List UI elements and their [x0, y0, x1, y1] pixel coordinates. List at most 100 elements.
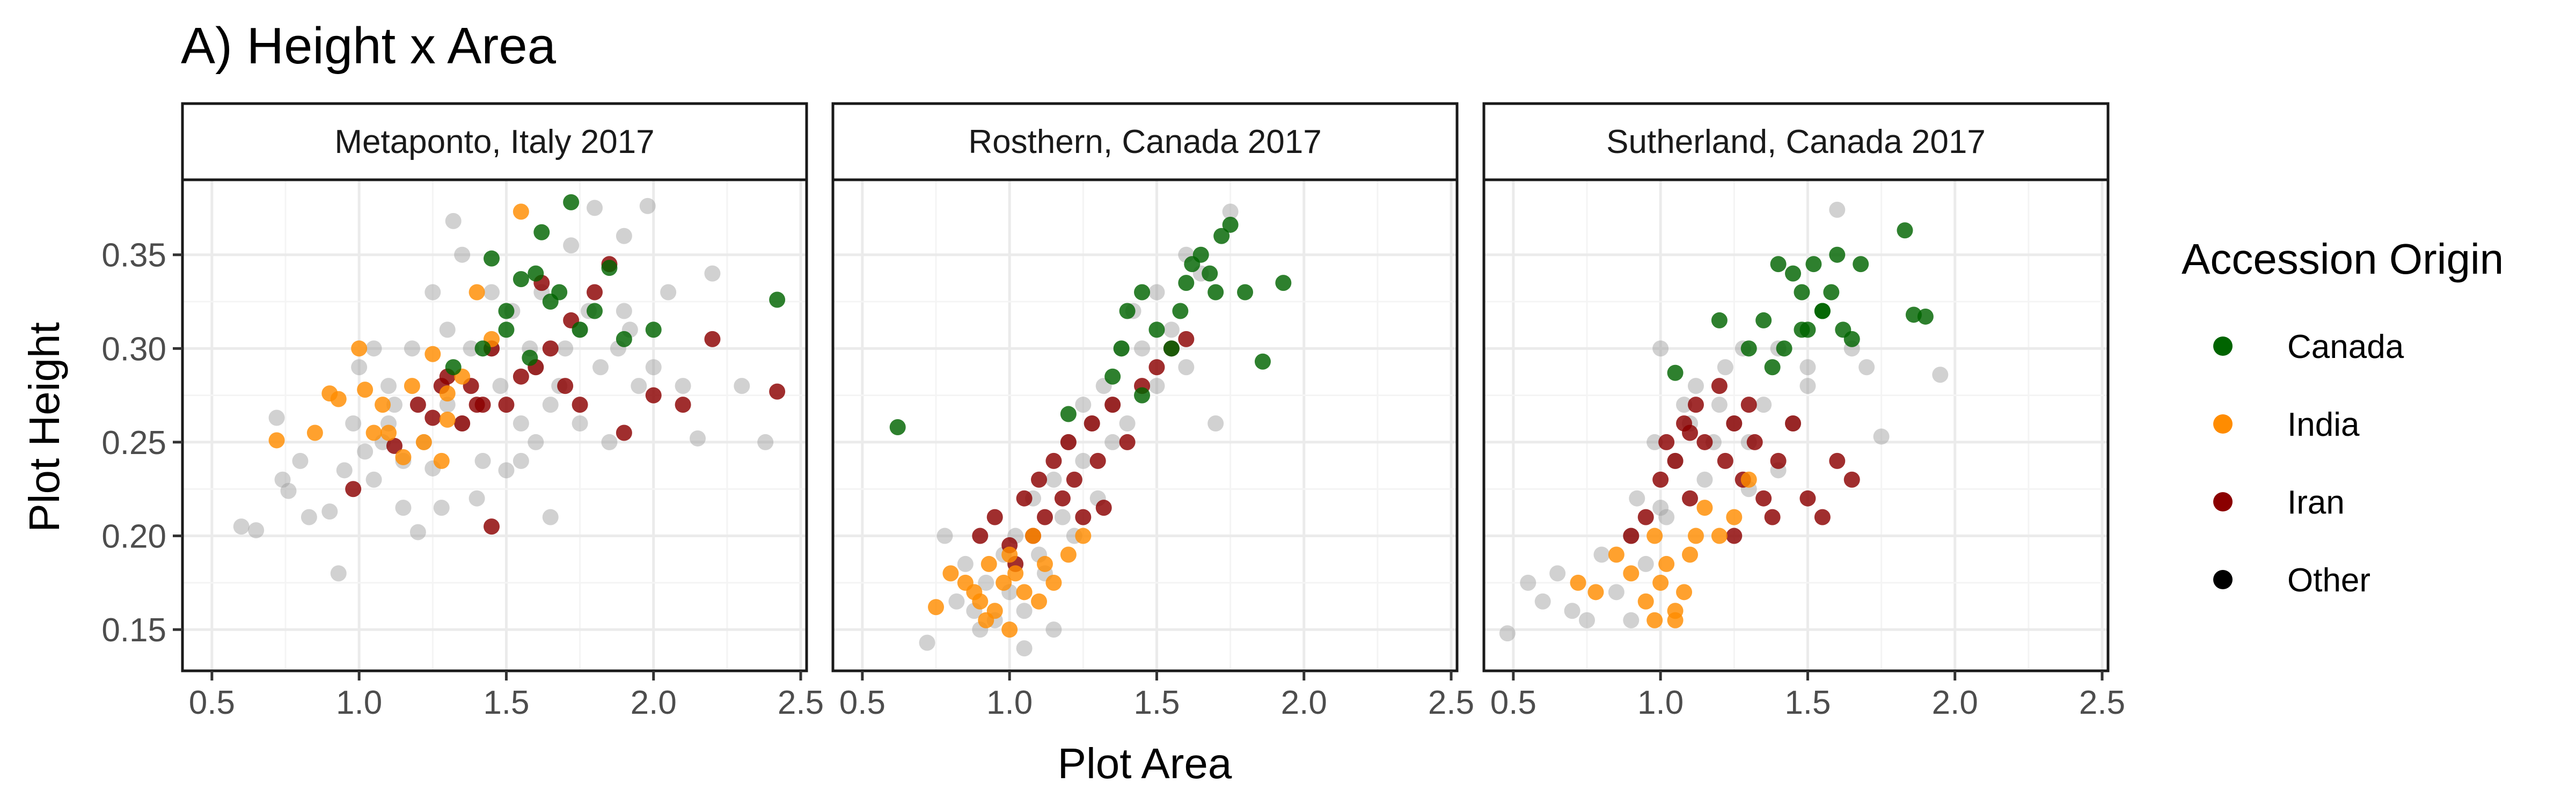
- legend: Accession Origin Canada India Iran Other: [2182, 235, 2504, 599]
- data-point-other: [386, 397, 402, 413]
- data-point-iran: [587, 284, 603, 301]
- data-point-other: [395, 500, 412, 516]
- data-point-other: [757, 434, 774, 450]
- data-point-india: [1016, 584, 1033, 601]
- data-point-iran: [484, 518, 500, 535]
- legend-label-other: Other: [2287, 562, 2370, 599]
- data-point-india: [1682, 546, 1699, 563]
- data-point-other: [1163, 321, 1180, 338]
- data-point-other: [357, 443, 374, 460]
- data-point-india: [1646, 528, 1663, 544]
- data-point-other: [233, 518, 250, 535]
- data-point-other: [601, 434, 618, 450]
- data-point-iran: [1054, 490, 1071, 507]
- data-point-india: [1025, 528, 1042, 544]
- panel-border: [831, 178, 1459, 672]
- data-point-iran: [1104, 397, 1121, 413]
- data-point-other: [1652, 500, 1669, 516]
- data-point-canada: [616, 331, 632, 347]
- data-point-canada: [1776, 340, 1792, 357]
- data-point-india: [330, 391, 347, 407]
- data-point-other: [1499, 625, 1516, 642]
- data-point-other: [513, 452, 529, 469]
- x-tick-label: 2.0: [1281, 684, 1327, 721]
- x-tick-label: 1.5: [1133, 684, 1180, 721]
- data-point-other: [1579, 612, 1596, 628]
- data-point-other: [639, 197, 656, 214]
- data-point-iran: [1016, 490, 1033, 507]
- legend-label-iran: Iran: [2287, 484, 2345, 521]
- data-point-canada: [522, 349, 538, 366]
- data-point-canada: [513, 271, 529, 288]
- data-point-other: [1623, 612, 1640, 628]
- data-point-other: [1711, 397, 1728, 413]
- facet-panel: Sutherland, Canada 2017 0.5 1.0 1.5 2.0 2.5: [1482, 102, 2125, 721]
- data-point-iran: [1755, 490, 1772, 507]
- data-point-other: [365, 340, 382, 357]
- y-tick-label: 0.25: [101, 425, 166, 462]
- data-point-iran: [1829, 452, 1846, 469]
- facet-strip: [831, 102, 1459, 181]
- x-tick-label: 2.5: [1428, 684, 1474, 721]
- legend-key-india: [2213, 414, 2233, 434]
- data-point-other: [463, 340, 479, 357]
- data-point-india: [357, 382, 374, 398]
- data-point-other: [1222, 203, 1239, 220]
- data-point-iran: [1682, 490, 1699, 507]
- data-point-other: [1045, 621, 1062, 638]
- data-point-india: [1637, 593, 1654, 610]
- legend-key-other: [2213, 570, 2233, 589]
- data-point-canada: [1805, 256, 1822, 273]
- data-point-iran: [1084, 415, 1100, 432]
- data-point-other: [336, 462, 353, 479]
- data-point-other: [587, 200, 603, 216]
- data-point-other: [248, 522, 265, 539]
- data-point-other: [1658, 509, 1675, 525]
- data-point-india: [1696, 500, 1713, 516]
- data-point-other: [1637, 555, 1654, 572]
- data-point-canada: [1222, 216, 1239, 233]
- data-point-other: [660, 284, 677, 301]
- data-point-india: [513, 203, 529, 220]
- facet-strip-label: Metaponto, Italy 2017: [334, 123, 654, 160]
- data-point-other: [365, 471, 382, 488]
- data-point-other: [1717, 359, 1733, 376]
- data-point-iran: [1060, 434, 1077, 450]
- data-point-other: [454, 246, 471, 263]
- data-point-canada: [1823, 284, 1840, 301]
- data-point-other: [1687, 378, 1704, 394]
- data-point-canada: [1785, 265, 1802, 282]
- data-point-india: [1075, 528, 1092, 544]
- data-point-iran: [1089, 452, 1106, 469]
- data-point-canada: [498, 321, 515, 338]
- data-point-india: [1726, 509, 1743, 525]
- data-point-canada: [1814, 303, 1831, 319]
- data-point-iran: [1770, 452, 1787, 469]
- data-point-canada: [1208, 284, 1224, 301]
- data-point-canada: [484, 250, 500, 267]
- data-point-other: [1016, 603, 1033, 619]
- data-point-india: [1031, 593, 1048, 610]
- data-point-india: [1570, 574, 1586, 591]
- data-point-iran: [675, 397, 691, 413]
- data-point-other: [474, 452, 491, 469]
- legend-key-canada: [2213, 336, 2233, 356]
- data-point-canada: [1254, 353, 1271, 370]
- data-point-other: [1016, 640, 1033, 657]
- data-point-iran: [386, 437, 402, 454]
- data-point-iran: [1687, 397, 1704, 413]
- x-tick-label: 0.5: [839, 684, 885, 721]
- data-point-iran: [1726, 528, 1743, 544]
- data-point-canada: [1275, 275, 1292, 291]
- data-point-canada: [551, 284, 568, 301]
- data-point-india: [404, 378, 420, 394]
- data-point-other: [445, 213, 462, 229]
- data-point-iran: [513, 368, 529, 385]
- data-point-canada: [533, 224, 550, 240]
- data-point-iran: [409, 397, 426, 413]
- data-point-canada: [563, 194, 580, 210]
- data-point-other: [1148, 284, 1165, 301]
- data-point-other: [1858, 359, 1875, 376]
- data-point-india: [1587, 584, 1604, 601]
- data-point-other: [1045, 471, 1062, 488]
